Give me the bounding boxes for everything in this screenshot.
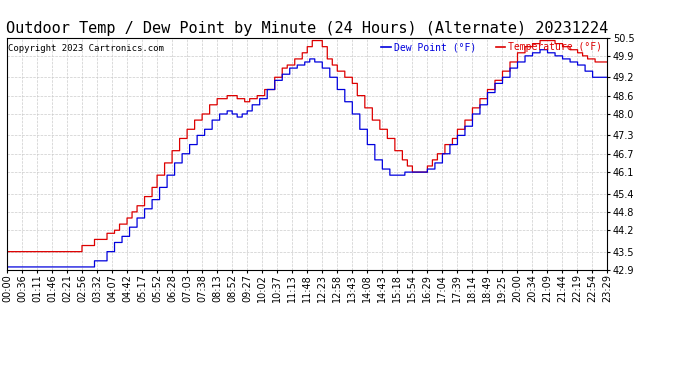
Legend: Dew Point (°F), Temperature (°F): Dew Point (°F), Temperature (°F) [382,42,602,52]
Title: Outdoor Temp / Dew Point by Minute (24 Hours) (Alternate) 20231224: Outdoor Temp / Dew Point by Minute (24 H… [6,21,608,36]
Text: Copyright 2023 Cartronics.com: Copyright 2023 Cartronics.com [8,45,164,54]
